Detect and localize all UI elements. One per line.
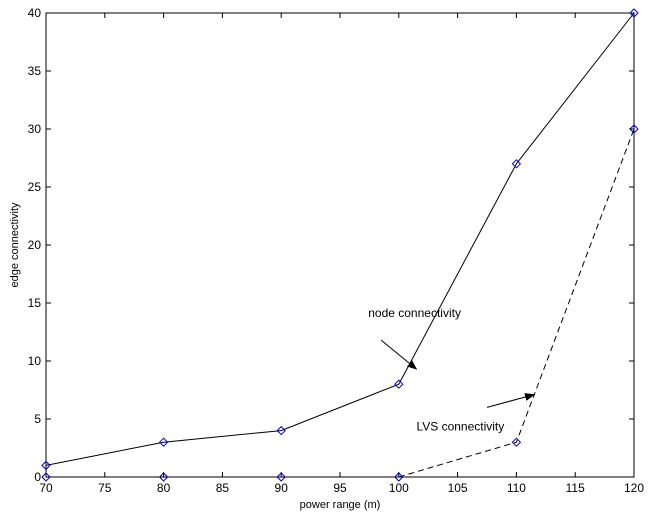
series-2-point [394,472,404,482]
y-tick-label: 35 [28,64,42,78]
series-1-point [158,437,169,447]
x-axis-label: power range (m) [300,499,381,511]
series-1-point [41,460,51,471]
plot-frame [45,12,635,478]
y-axis-label: edge connectivity [9,202,21,287]
x-tick-label: 75 [98,481,112,495]
x-tick-label: 70 [39,481,53,495]
x-tick-label: 80 [157,481,171,495]
annotation-text: LVS connectivity [416,420,504,434]
series-lines [45,12,635,478]
x-tick-label: 95 [333,481,347,495]
series-1-point [276,425,286,436]
x-tick-label: 100 [389,481,409,495]
y-tick-label: 15 [28,296,42,310]
series-1-point [629,8,639,18]
x-tick-label: 90 [275,481,289,495]
y-tick-label: 5 [34,412,41,426]
series-2-point [158,472,169,482]
series-markers [41,8,639,482]
x-axis: 70 75 80 85 90 95 100 105 110 115 120 [39,13,644,495]
annotation-text: node connectivity [368,306,461,320]
y-tick-label: 10 [28,354,42,368]
series-2-point [511,437,522,447]
x-tick-label: 120 [624,481,644,495]
series-1-point [511,159,522,169]
x-tick-label: 115 [566,481,585,495]
annotations: node connectivity LVS connectivity [368,306,536,434]
y-tick-label: 20 [28,238,42,252]
series-1-line [45,12,635,466]
series-2-point [276,472,286,482]
y-axis: 0 5 10 15 20 25 30 35 40 [28,6,634,484]
x-tick-label: 105 [448,481,468,495]
annotation-arrow [486,393,536,408]
y-tick-label: 40 [28,6,42,20]
series-2-point [41,472,51,482]
x-tick-label: 85 [216,481,230,495]
series-1-point [394,379,404,389]
y-tick-label: 30 [28,122,42,136]
y-tick-label: 25 [28,180,42,194]
x-tick-label: 110 [507,481,526,495]
y-tick-label: 0 [34,470,41,484]
series-2-line [398,128,635,478]
series-2-point [629,124,639,134]
annotation-arrow [380,339,418,370]
